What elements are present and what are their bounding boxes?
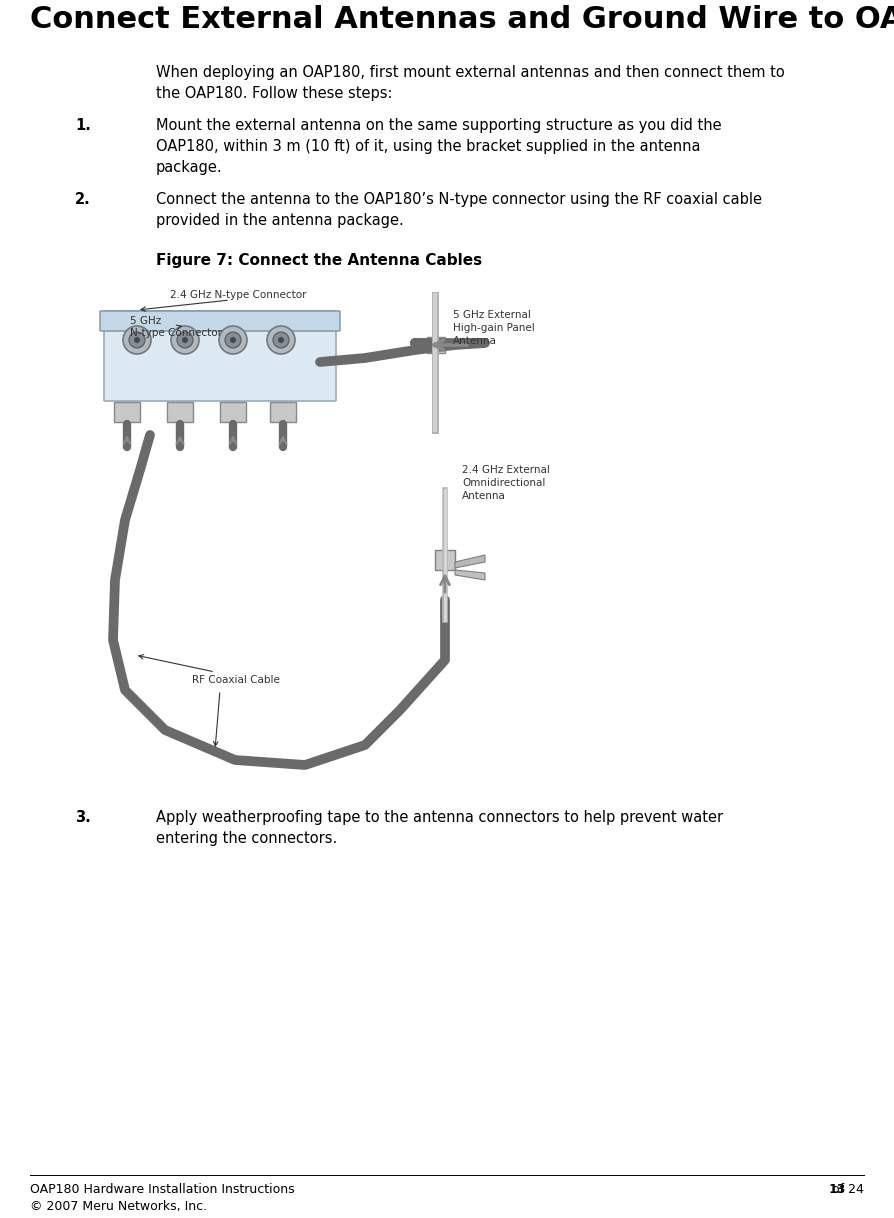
Text: © 2007 Meru Networks, Inc.: © 2007 Meru Networks, Inc.	[30, 1200, 207, 1213]
Circle shape	[273, 333, 289, 348]
Bar	[220, 402, 246, 421]
Polygon shape	[455, 555, 485, 568]
Text: RF Coaxial Cable: RF Coaxial Cable	[192, 675, 280, 685]
Bar	[427, 337, 445, 353]
Text: Apply weatherproofing tape to the antenna connectors to help prevent water
enter: Apply weatherproofing tape to the antenn…	[156, 810, 723, 847]
Text: Connect the antenna to the OAP180’s N-type connector using the RF coaxial cable
: Connect the antenna to the OAP180’s N-ty…	[156, 192, 762, 228]
Circle shape	[230, 337, 236, 343]
Circle shape	[171, 326, 199, 354]
Bar	[270, 402, 296, 421]
Circle shape	[278, 337, 284, 343]
Text: 2.4 GHz External
Omnidirectional
Antenna: 2.4 GHz External Omnidirectional Antenna	[462, 465, 550, 502]
Circle shape	[182, 337, 188, 343]
Circle shape	[219, 326, 247, 354]
Circle shape	[129, 333, 145, 348]
Circle shape	[225, 333, 241, 348]
FancyBboxPatch shape	[104, 311, 336, 401]
Polygon shape	[455, 570, 485, 580]
Bar	[435, 551, 455, 570]
Text: 5 GHz
N-type Connector: 5 GHz N-type Connector	[130, 315, 222, 339]
Text: 2.4 GHz N-type Connector: 2.4 GHz N-type Connector	[170, 290, 307, 300]
Circle shape	[177, 333, 193, 348]
Text: 3.: 3.	[75, 810, 91, 825]
Text: of 24: of 24	[828, 1183, 864, 1196]
Bar	[114, 402, 140, 421]
Text: 1.: 1.	[75, 118, 91, 133]
Text: When deploying an OAP180, first mount external antennas and then connect them to: When deploying an OAP180, first mount ex…	[156, 65, 785, 101]
Text: Figure 7: Connect the Antenna Cables: Figure 7: Connect the Antenna Cables	[156, 253, 482, 268]
Text: Mount the external antenna on the same supporting structure as you did the
OAP18: Mount the external antenna on the same s…	[156, 118, 721, 175]
Bar	[167, 402, 193, 421]
FancyBboxPatch shape	[100, 311, 340, 331]
Text: OAP180 Hardware Installation Instructions: OAP180 Hardware Installation Instruction…	[30, 1183, 295, 1196]
Circle shape	[134, 337, 140, 343]
Circle shape	[267, 326, 295, 354]
Text: 5 GHz External
High-gain Panel
Antenna: 5 GHz External High-gain Panel Antenna	[453, 311, 535, 346]
Circle shape	[123, 326, 151, 354]
Text: 2.: 2.	[75, 192, 91, 207]
Text: Connect External Antennas and Ground Wire to OAP180: Connect External Antennas and Ground Wir…	[30, 5, 894, 34]
Text: 13: 13	[829, 1183, 846, 1196]
